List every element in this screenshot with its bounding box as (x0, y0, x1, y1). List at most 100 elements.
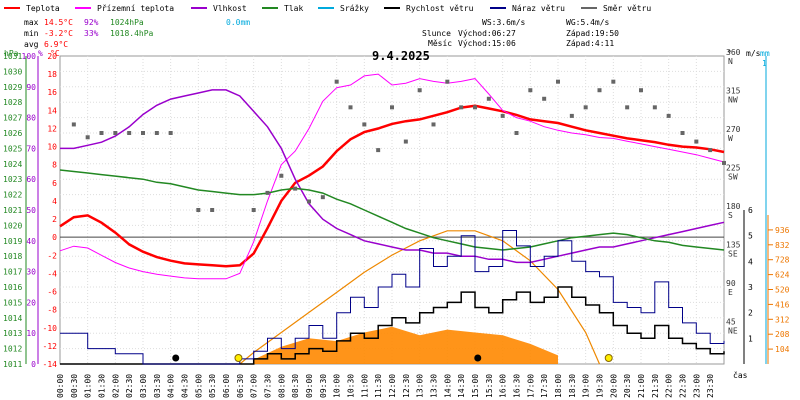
time-tick-label: 18:30 (568, 374, 577, 398)
hpa-tick-label: 1024 (3, 160, 22, 169)
dir-name-label: E (728, 288, 733, 297)
ms-tick-label: 3 (748, 283, 753, 292)
time-tick-label: 10:30 (347, 374, 356, 398)
temp-tick-label: 12 (47, 124, 57, 133)
wind-direction-point (168, 131, 173, 135)
wind-direction-point (652, 105, 657, 110)
pct-tick-label: 0 (31, 360, 36, 369)
time-tick-label: 03:00 (139, 374, 148, 398)
dir-unit: ° (727, 49, 732, 58)
time-tick-label: 19:00 (582, 374, 591, 398)
hpa-unit: hPa (4, 49, 19, 58)
pct-tick-label: 20 (26, 298, 36, 307)
sun-moon-markers (172, 354, 613, 362)
wind-direction-point (403, 139, 408, 144)
wind-direction-point (569, 113, 574, 118)
solar-theory-line (239, 230, 601, 365)
rad-tick-label: 832 (775, 241, 790, 250)
time-tick-label: 12:00 (388, 374, 397, 398)
moon-set: Západ:4:11 (566, 39, 614, 48)
wind-direction-point (722, 160, 726, 165)
temp-tick-label: -10 (43, 324, 58, 333)
stat-min-temp: -3.2°C (44, 29, 73, 38)
pct-tick-label: 80 (26, 114, 36, 123)
time-tick-label: 22:00 (665, 374, 674, 398)
wind-direction-point (307, 199, 311, 204)
dir-name-label: N (728, 57, 733, 66)
time-tick-label: 00:30 (70, 374, 79, 398)
series-line-p-zemn-teplota (59, 73, 725, 280)
time-tick-label: 14:00 (443, 374, 452, 398)
stat-min-press: 1018.4hPa (110, 29, 154, 38)
rad-tick-label: 728 (775, 256, 790, 265)
hpa-tick-label: 1031 (3, 52, 22, 61)
dir-deg-label: 135 (726, 241, 741, 250)
dir-deg-label: 180 (726, 202, 741, 211)
temp-tick-label: 10 (47, 143, 57, 152)
hpa-tick-label: 1023 (3, 175, 22, 184)
time-tick-label: 02:30 (125, 374, 134, 398)
dir-name-label: W (728, 134, 733, 143)
info-block: WS:3.6m/s WG:5.4m/s Slunce Východ:06:27 … (422, 18, 619, 48)
pct-tick-label: 70 (26, 144, 36, 153)
time-tick-label: 00:00 (56, 374, 65, 398)
wind-direction-point (459, 105, 464, 110)
time-tick-label: 19:30 (596, 374, 605, 398)
wind-direction-point (500, 113, 505, 118)
dir-deg-label: 225 (726, 164, 741, 173)
time-tick-label: 06:30 (236, 374, 245, 398)
wind-direction-point (85, 135, 90, 140)
moonset-marker (172, 354, 180, 362)
wind-speed-info: WS:3.6m/s (482, 18, 526, 27)
time-tick-label: 09:30 (319, 374, 328, 398)
stat-min-label: min (24, 29, 39, 38)
dir-name-label: S (728, 211, 733, 220)
stat-max-temp: 14.5°C (44, 18, 73, 27)
time-tick-label: 14:30 (457, 374, 466, 398)
wind-direction-point (514, 131, 519, 135)
time-tick-label: 16:00 (499, 374, 508, 398)
legend-label: Přízemní teplota (97, 4, 174, 13)
time-tick-label: 16:30 (513, 374, 522, 398)
wind-direction-point (265, 190, 270, 195)
wind-direction-point (625, 105, 630, 110)
hpa-tick-label: 1022 (3, 191, 22, 200)
time-tick-label: 18:00 (554, 374, 563, 398)
time-tick-label: 21:30 (651, 374, 660, 398)
wind-direction-point (348, 105, 353, 110)
temp-tick-label: 0 (52, 233, 57, 242)
time-tick-label: 23:30 (706, 374, 715, 398)
stat-avg-temp: 6.9°C (44, 40, 68, 49)
wind-direction-point (127, 131, 132, 135)
legend-label: Náraz větru (512, 4, 565, 13)
temp-tick-label: 4 (52, 197, 57, 206)
hpa-tick-label: 1027 (3, 114, 22, 123)
pct-tick-label: 40 (26, 237, 36, 246)
dir-name-label: SW (728, 173, 738, 182)
hpa-tick-label: 1025 (3, 144, 22, 153)
dir-name-label: SE (728, 250, 738, 259)
time-tick-label: 02:00 (111, 374, 120, 398)
dir-name-label: NE (728, 327, 738, 336)
legend: Teplota Přízemní teplota Vlhkost Tlak Srážky… (4, 4, 651, 13)
series-line-tlak (59, 169, 725, 251)
solar-measured-area (253, 326, 558, 364)
wind-direction-point (708, 148, 713, 153)
wind-direction-point (154, 131, 159, 135)
legend-label: Teplota (26, 4, 60, 13)
wind-direction-point (113, 131, 118, 135)
sun-set: Západ:19:50 (566, 29, 619, 38)
mm-unit: mm (760, 49, 770, 58)
temp-tick-label: -4 (47, 269, 57, 278)
temp-tick-label: -12 (43, 342, 58, 351)
time-tick-label: 17:30 (540, 374, 549, 398)
pct-unit: % (38, 49, 43, 58)
rad-tick-label: 624 (775, 271, 790, 280)
sun-rise: Východ:06:27 (458, 29, 516, 38)
pct-tick-label: 30 (26, 268, 36, 277)
wind-direction-point (71, 122, 76, 127)
rad-tick-label: 208 (775, 330, 790, 339)
mm-top: 1 (762, 59, 767, 68)
wind-direction-point (694, 139, 699, 144)
